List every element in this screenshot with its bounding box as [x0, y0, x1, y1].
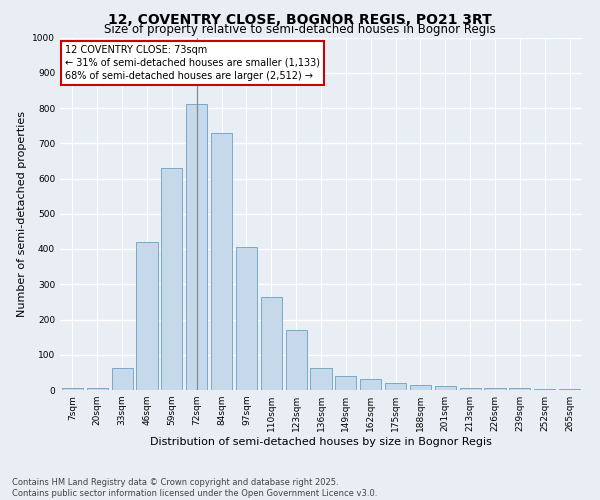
Text: Contains HM Land Registry data © Crown copyright and database right 2025.
Contai: Contains HM Land Registry data © Crown c…: [12, 478, 377, 498]
Bar: [261, 296, 282, 390]
Bar: [484, 388, 506, 390]
Bar: [211, 132, 232, 390]
Bar: [136, 242, 158, 390]
Bar: [559, 389, 580, 390]
Text: Size of property relative to semi-detached houses in Bognor Regis: Size of property relative to semi-detach…: [104, 22, 496, 36]
Bar: [236, 247, 257, 390]
Y-axis label: Number of semi-detached properties: Number of semi-detached properties: [17, 111, 26, 317]
Bar: [62, 388, 83, 390]
Bar: [509, 388, 530, 390]
Bar: [435, 386, 456, 390]
Bar: [410, 384, 431, 390]
Bar: [360, 380, 381, 390]
Bar: [161, 168, 182, 390]
Bar: [460, 388, 481, 390]
Text: 12 COVENTRY CLOSE: 73sqm
← 31% of semi-detached houses are smaller (1,133)
68% o: 12 COVENTRY CLOSE: 73sqm ← 31% of semi-d…: [65, 44, 320, 81]
Bar: [286, 330, 307, 390]
Bar: [112, 368, 133, 390]
Bar: [186, 104, 207, 390]
Bar: [385, 383, 406, 390]
Bar: [310, 368, 332, 390]
Bar: [534, 389, 555, 390]
Bar: [335, 376, 356, 390]
Bar: [87, 388, 108, 390]
Text: 12, COVENTRY CLOSE, BOGNOR REGIS, PO21 3RT: 12, COVENTRY CLOSE, BOGNOR REGIS, PO21 3…: [108, 12, 492, 26]
X-axis label: Distribution of semi-detached houses by size in Bognor Regis: Distribution of semi-detached houses by …: [150, 437, 492, 447]
